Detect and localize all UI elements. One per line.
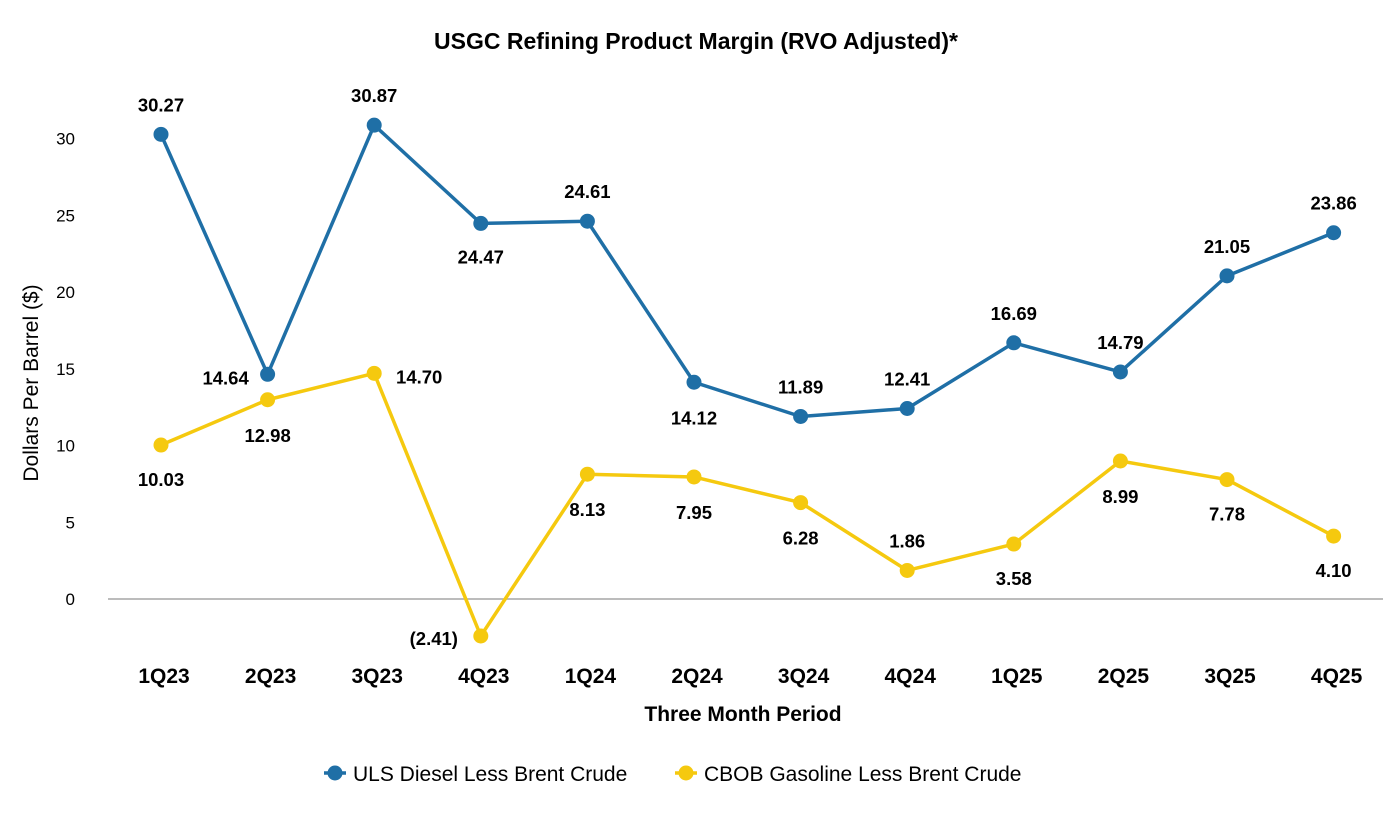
- data-point: [1219, 472, 1235, 488]
- data-point: [153, 126, 169, 142]
- data-point: [686, 469, 702, 485]
- data-point: [260, 392, 276, 408]
- legend-label: ULS Diesel Less Brent Crude: [353, 763, 627, 786]
- data-label: 14.64: [202, 367, 249, 388]
- data-point: [579, 466, 595, 482]
- data-point: [899, 401, 915, 417]
- data-label: 30.27: [138, 94, 184, 115]
- data-label: 24.61: [564, 181, 610, 202]
- data-point: [366, 117, 382, 133]
- y-tick-label: 10: [56, 437, 75, 456]
- data-point: [1006, 536, 1022, 552]
- series-gasoline: 10.03 12.98 14.70 (2.41) 8.13 7.95 6.28 1.86 3.5…: [138, 365, 1352, 649]
- legend-marker: [678, 765, 694, 781]
- chart-title: USGC Refining Product Margin (RVO Adjust…: [434, 28, 958, 54]
- x-tick-label: 3Q24: [778, 665, 830, 688]
- data-point: [260, 366, 276, 382]
- data-label: 12.98: [244, 425, 290, 446]
- data-label: 3.58: [996, 568, 1032, 589]
- data-label: 10.03: [138, 469, 184, 490]
- x-tick-label: 3Q23: [352, 665, 403, 688]
- series-line: [159, 123, 1335, 419]
- data-point: [473, 628, 489, 644]
- x-tick-label: 4Q24: [885, 665, 937, 688]
- y-tick-label: 15: [56, 360, 75, 379]
- series-line: [160, 371, 1335, 638]
- data-label: 14.12: [671, 407, 717, 428]
- x-tick-label: 1Q23: [138, 665, 189, 688]
- legend-marker: [327, 765, 343, 781]
- data-point: [153, 437, 169, 453]
- data-point: [1112, 453, 1128, 469]
- data-label: 4.10: [1316, 560, 1352, 581]
- legend-item: ULS Diesel Less Brent Crude: [324, 763, 627, 786]
- x-tick-label: 4Q23: [458, 665, 509, 688]
- y-axis-ticks: 0 5 10 15 20 25 30: [56, 130, 75, 610]
- x-tick-label: 1Q24: [565, 665, 617, 688]
- x-tick-label: 2Q23: [245, 665, 296, 688]
- data-point: [1326, 225, 1342, 241]
- x-tick-label: 3Q25: [1204, 665, 1256, 688]
- y-tick-label: 30: [56, 130, 75, 149]
- data-label: 24.47: [458, 246, 504, 267]
- y-tick-label: 20: [56, 283, 75, 302]
- x-axis-ticks: 1Q23 2Q23 3Q23 4Q23 1Q24 2Q24 3Q24 4Q24 1Q25 2Q25…: [138, 665, 1362, 688]
- y-tick-label: 0: [66, 590, 75, 609]
- data-label: 7.95: [676, 502, 712, 523]
- data-label: 23.86: [1310, 193, 1356, 214]
- data-point: [1219, 268, 1235, 284]
- x-tick-label: 2Q25: [1098, 665, 1150, 688]
- x-tick-label: 1Q25: [991, 665, 1043, 688]
- data-label: 7.78: [1209, 504, 1245, 525]
- data-label: 6.28: [783, 528, 819, 549]
- x-axis-title: Three Month Period: [644, 703, 841, 726]
- data-point: [366, 365, 382, 381]
- data-label: 14.79: [1097, 332, 1143, 353]
- data-point: [1326, 528, 1342, 544]
- data-point: [899, 562, 915, 578]
- data-point: [473, 215, 489, 231]
- legend-item: CBOB Gasoline Less Brent Crude: [675, 763, 1021, 786]
- data-label: 12.41: [884, 369, 930, 390]
- data-point: [1112, 364, 1128, 380]
- data-label: 11.89: [778, 376, 823, 397]
- legend: ULS Diesel Less Brent Crude CBOB Gasoline…: [324, 763, 1021, 786]
- data-label: 16.69: [991, 303, 1037, 324]
- y-tick-label: 5: [66, 513, 75, 532]
- data-label: 1.86: [889, 530, 925, 551]
- y-axis-title: Dollars Per Barrel ($): [20, 284, 43, 481]
- data-point: [686, 374, 702, 390]
- data-label: 14.70: [396, 366, 442, 387]
- legend-label: CBOB Gasoline Less Brent Crude: [704, 763, 1021, 786]
- data-label: (2.41): [410, 628, 458, 649]
- series-diesel: 30.27 14.64 30.87 24.47 24.61 14.12 11.89 12.41…: [138, 85, 1357, 428]
- data-point: [1006, 335, 1022, 351]
- data-point: [579, 213, 595, 229]
- data-label: 21.05: [1204, 236, 1250, 257]
- data-point: [793, 408, 809, 424]
- data-point: [793, 495, 809, 511]
- data-label: 30.87: [351, 85, 397, 106]
- data-label: 8.99: [1102, 486, 1138, 507]
- x-tick-label: 4Q25: [1311, 665, 1363, 688]
- x-tick-label: 2Q24: [671, 665, 723, 688]
- data-label: 8.13: [569, 499, 605, 520]
- y-tick-label: 25: [56, 206, 75, 225]
- series-layer: 30.27 14.64 30.87 24.47 24.61 14.12 11.89 12.41…: [138, 85, 1357, 649]
